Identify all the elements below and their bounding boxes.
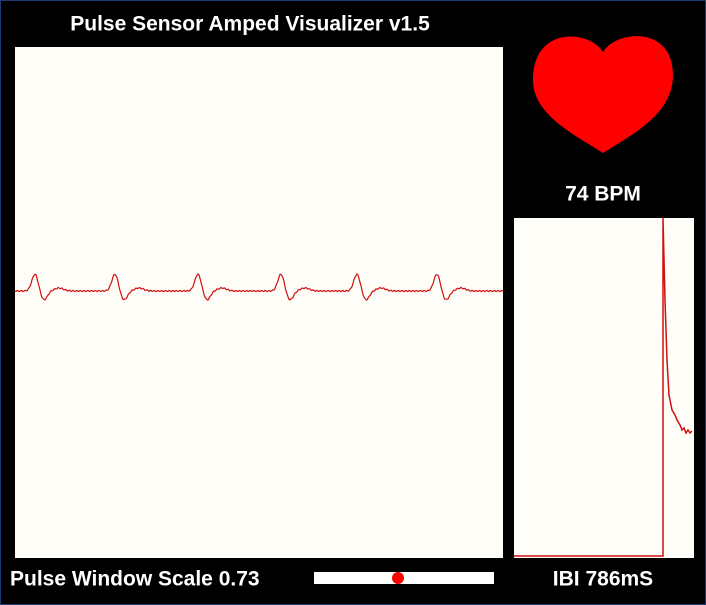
ibi-window	[514, 218, 694, 558]
scale-label: Pulse Window Scale 0.73	[10, 568, 260, 591]
bpm-label: 74 BPM	[565, 183, 641, 206]
scale-slider-handle[interactable]	[392, 572, 404, 584]
ibi-label: IBI 786mS	[553, 568, 653, 591]
pulse-waveform	[14, 272, 504, 301]
ibi-trace	[514, 217, 693, 557]
pulse-window	[15, 47, 503, 558]
heart-icon	[533, 36, 673, 153]
app-title: Pulse Sensor Amped Visualizer v1.5	[70, 13, 430, 36]
